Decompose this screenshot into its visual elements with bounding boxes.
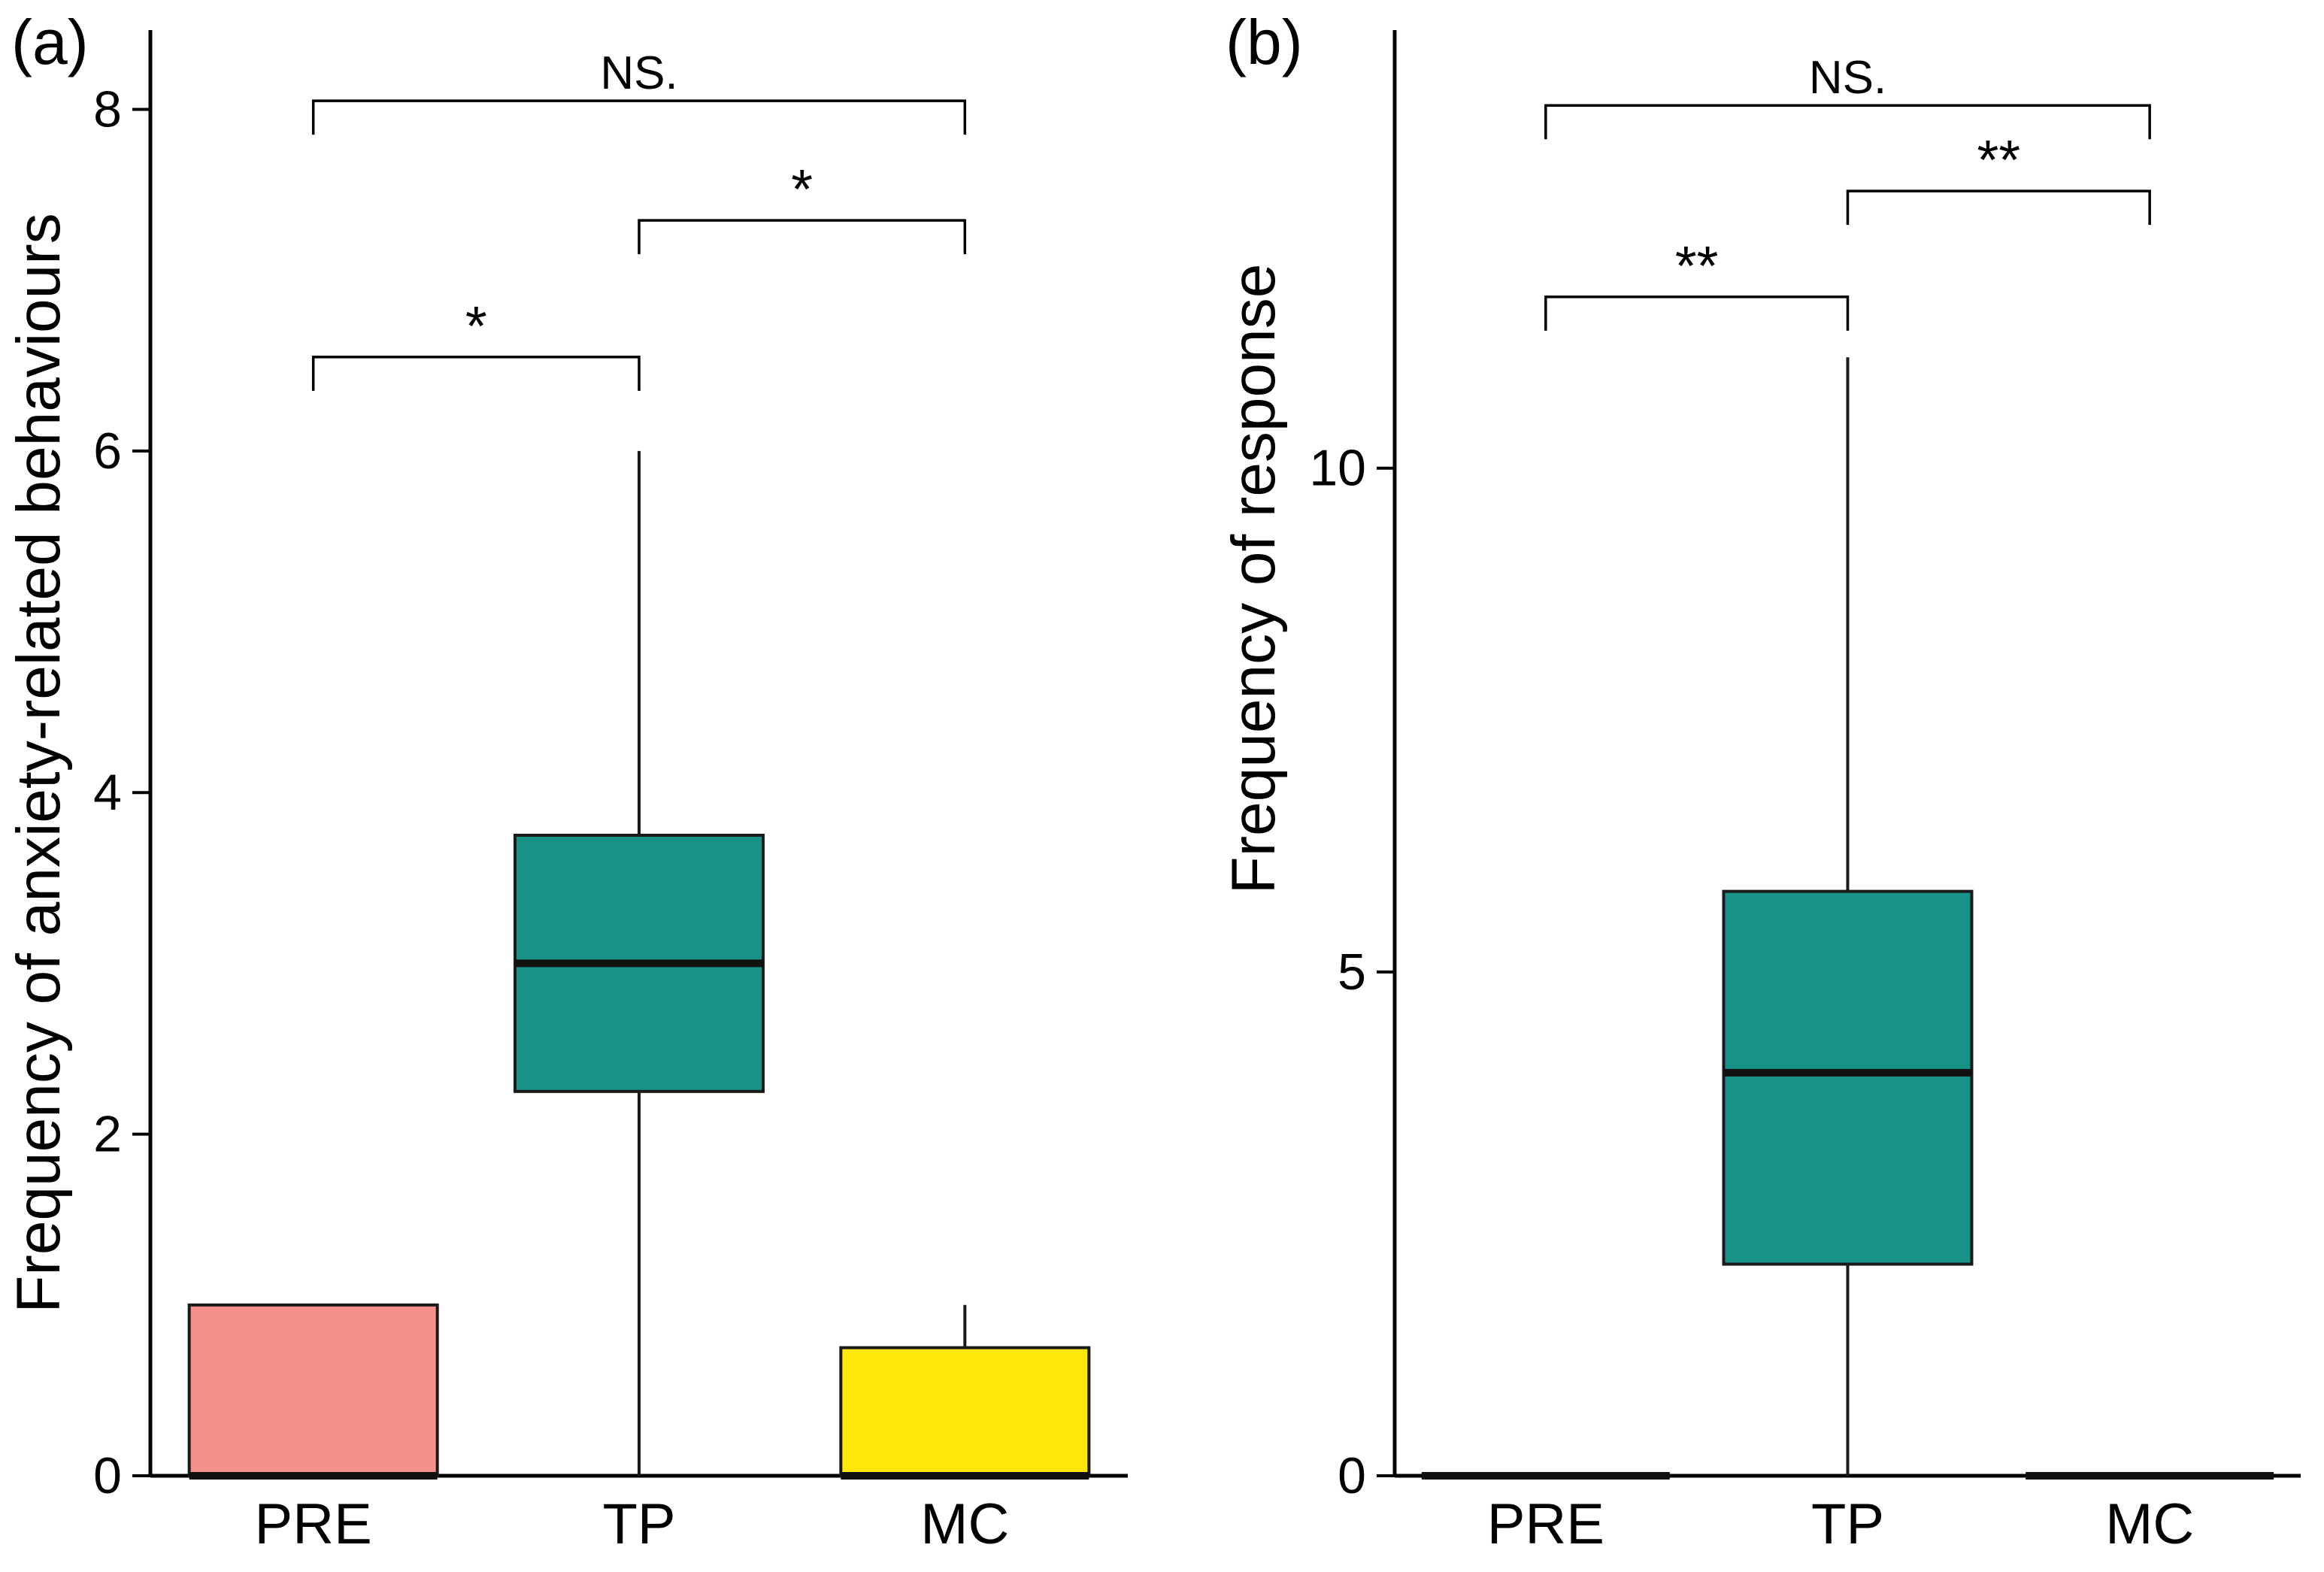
- panel-b-label: (b): [1226, 7, 1303, 77]
- sig-label-TP-MC: **: [1977, 129, 2021, 191]
- x-category-label: PRE: [255, 1492, 372, 1556]
- boxplot-b-svg: 0 5 10 PRE TP MC ** ** NS.: [1309, 30, 2301, 1556]
- x-category-label: TP: [1811, 1492, 1884, 1556]
- sig-label-PRE-MC: NS.: [1809, 52, 1886, 104]
- sig-label-PRE-TP: *: [465, 295, 487, 357]
- x-category-label: MC: [920, 1492, 1009, 1556]
- sig-bracket-PRE-TP: [1544, 295, 1850, 331]
- y-tick-label: 2: [93, 1106, 122, 1163]
- y-tick-label: 5: [1338, 944, 1366, 1001]
- box-MC: [839, 1346, 1091, 1477]
- y-tick-label: 0: [1338, 1447, 1366, 1504]
- x-category-label: MC: [2105, 1492, 2194, 1556]
- sig-bracket-PRE-MC: [1544, 104, 2151, 140]
- sig-label-TP-MC: *: [791, 158, 813, 220]
- y-tick-label: 6: [93, 423, 122, 480]
- sig-bracket-PRE-MC: [311, 99, 967, 135]
- sig-bracket-PRE-TP: [311, 356, 641, 391]
- y-tick-label: 10: [1309, 440, 1366, 497]
- y-tick-label: 0: [93, 1447, 122, 1504]
- sig-bracket-TP-MC: [1846, 189, 2151, 226]
- panel-a: (a) Frequency of anxiety-related behavio…: [5, 7, 1128, 1556]
- sig-bracket-TP-MC: [638, 219, 967, 255]
- boxplot-a-svg: 0 2 4 6 8 PRE TP MC * * NS.: [93, 30, 1128, 1556]
- y-tick-label: 4: [93, 764, 122, 821]
- panel-a-label: (a): [11, 7, 89, 77]
- box-PRE: [187, 1303, 439, 1478]
- x-category-label: PRE: [1487, 1492, 1604, 1556]
- box-TP: [1722, 889, 1974, 1266]
- sig-label-PRE-MC: NS.: [600, 47, 677, 99]
- panel-b: (b) Frequency of response 0 5 10 PRE TP MC ** *…: [1162, 0, 2324, 1572]
- x-category-label: TP: [602, 1492, 675, 1556]
- sig-label-PRE-TP: **: [1675, 235, 1719, 297]
- y-tick-label: 8: [93, 80, 122, 138]
